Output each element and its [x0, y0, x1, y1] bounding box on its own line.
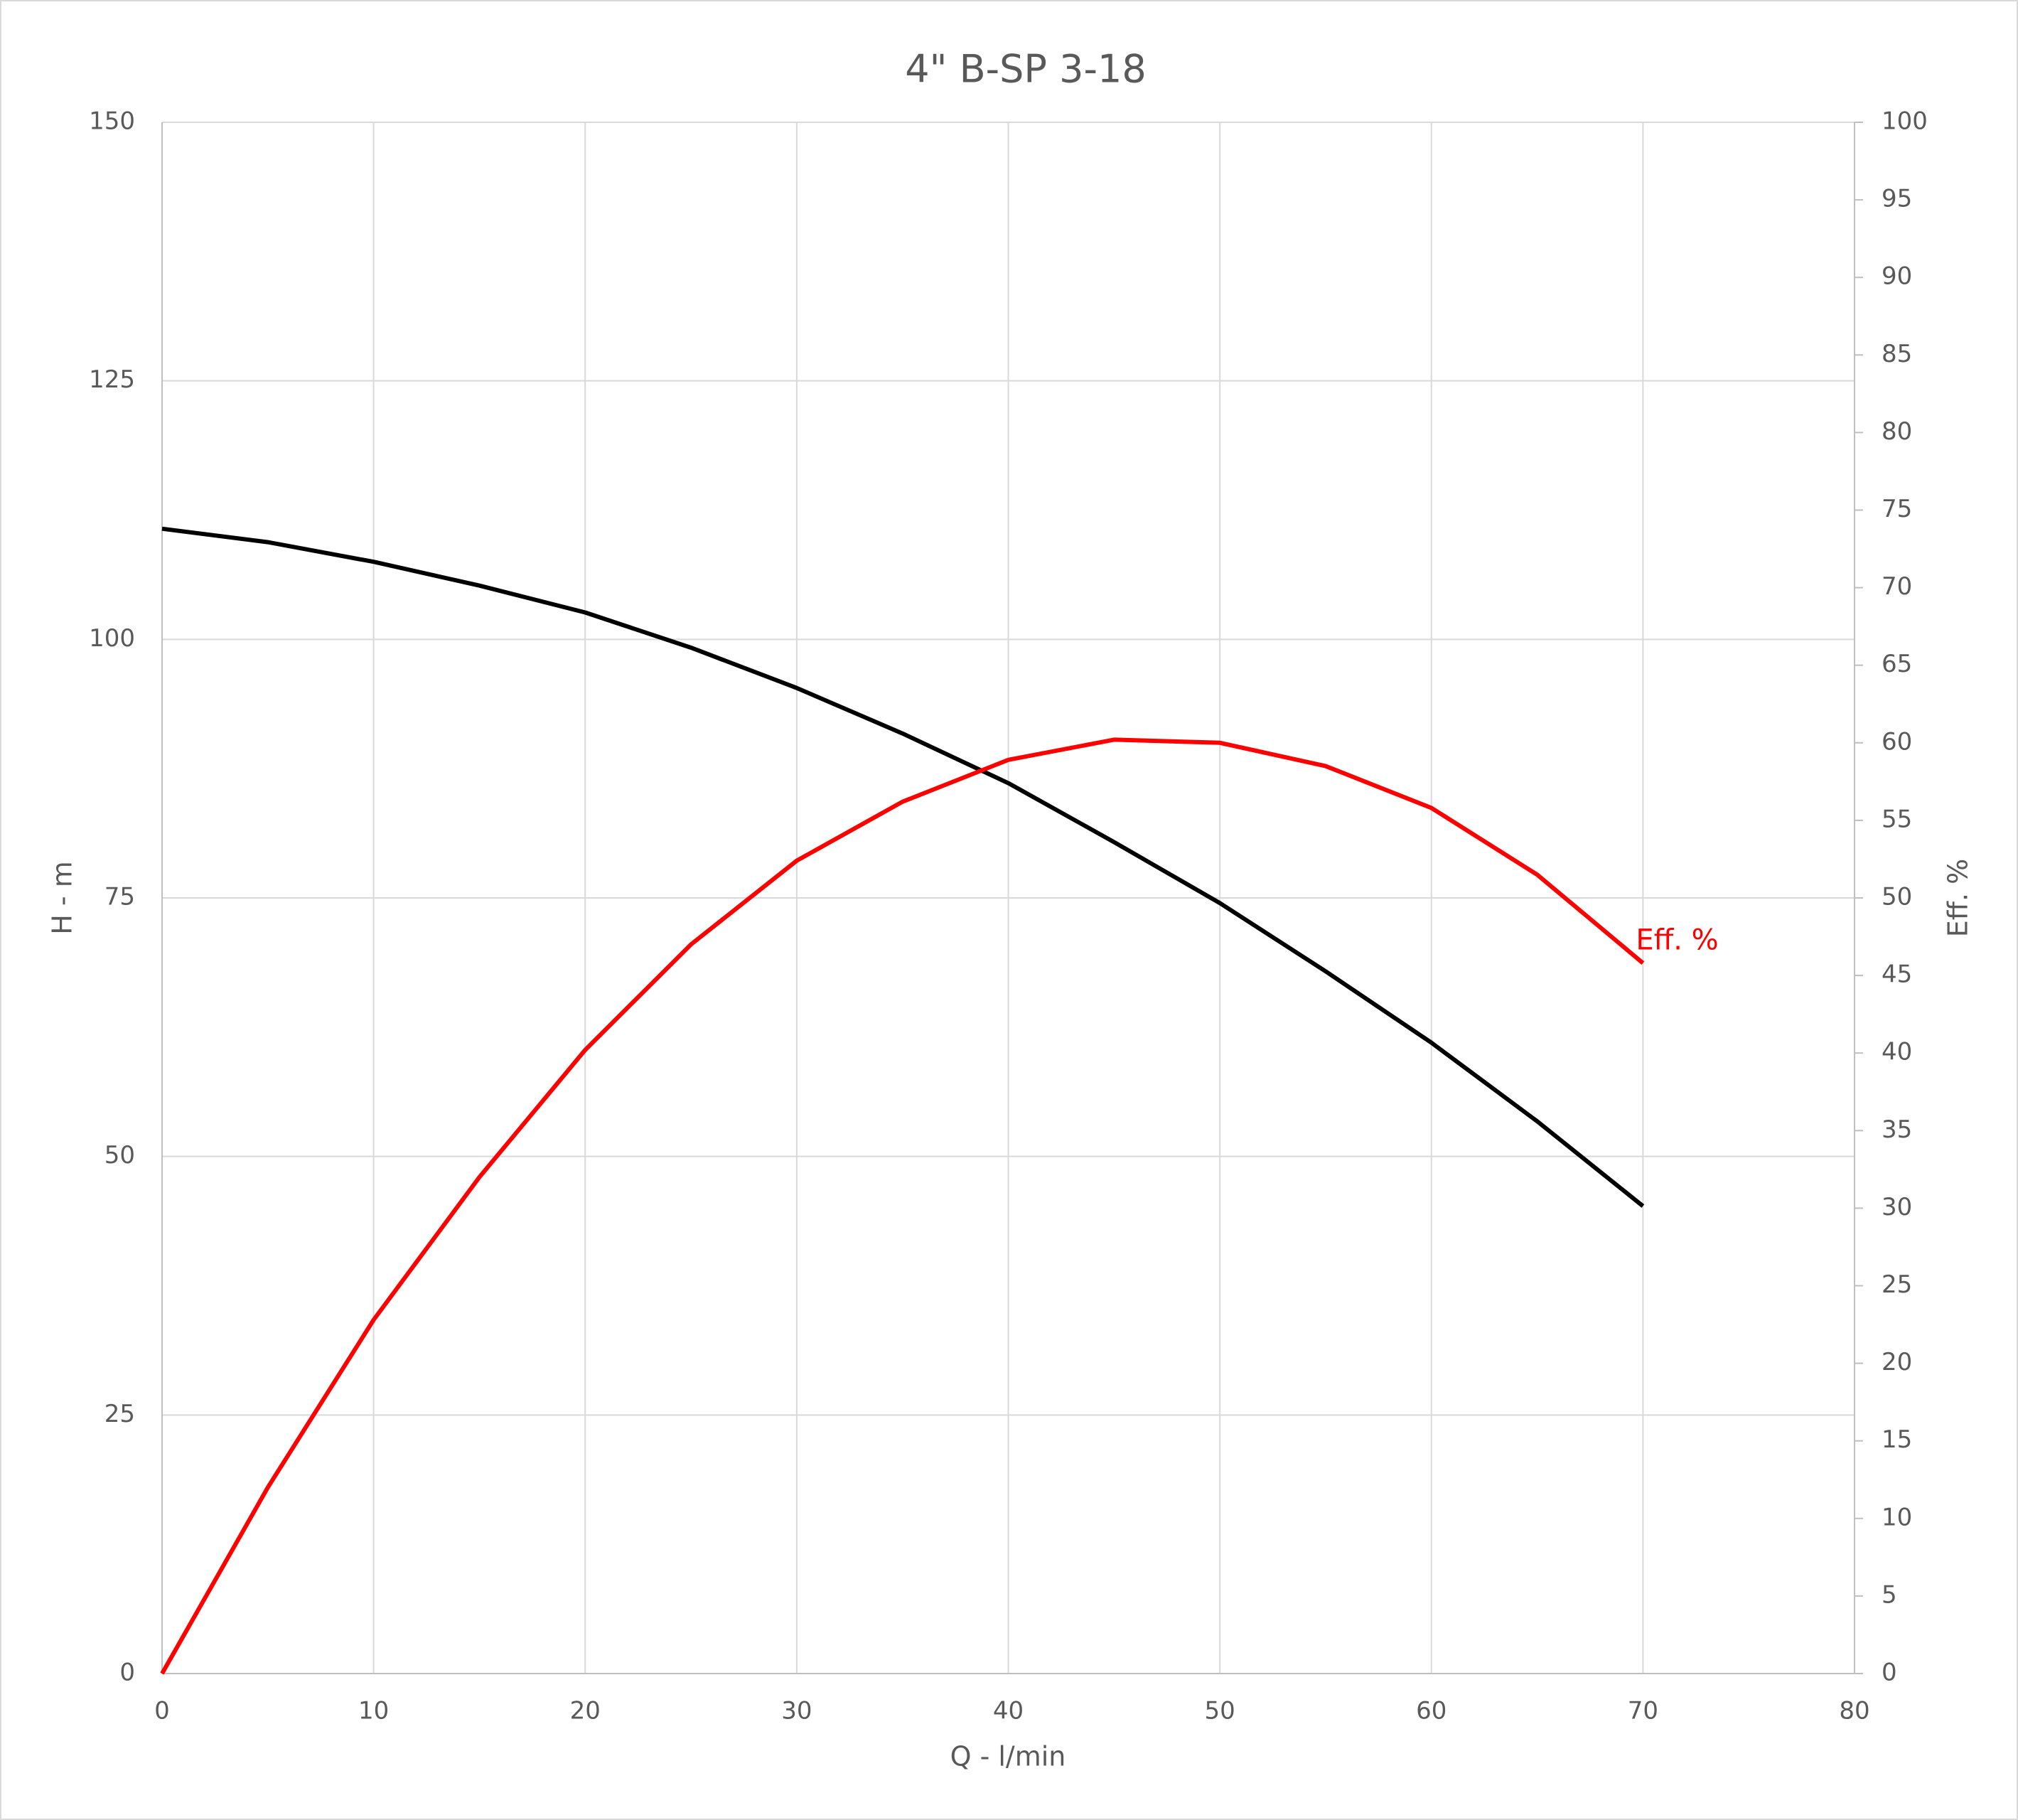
x-axis-label: Q - l/min	[950, 1741, 1066, 1772]
y2-tick-label: 100	[1882, 107, 1928, 136]
y2-tick-label: 75	[1882, 495, 1912, 523]
x-tick-label: 80	[1839, 1697, 1869, 1725]
y2-tick-label: 85	[1882, 340, 1912, 368]
y2-tick-label: 25	[1882, 1270, 1912, 1299]
y2-tick-label: 60	[1882, 727, 1912, 756]
series-line	[160, 737, 1645, 1675]
y2-tick-label: 55	[1882, 805, 1912, 833]
x-tick-label: 30	[781, 1697, 812, 1725]
x-tick-label: 50	[1204, 1697, 1235, 1725]
x-tick-label: 0	[154, 1697, 170, 1725]
y2-tick-label: 10	[1882, 1503, 1912, 1531]
x-tick-label: 60	[1416, 1697, 1447, 1725]
x-tick-label: 20	[570, 1697, 601, 1725]
series-line	[161, 526, 1645, 1208]
y2-tick-label: 45	[1882, 960, 1912, 989]
y-tick-label: 100	[89, 624, 135, 653]
chart-title: 4" B-SP 3-18	[905, 47, 1146, 92]
y-tick-label: 50	[104, 1141, 135, 1169]
y-tick-label: 125	[89, 365, 135, 394]
y-tick-label: 0	[119, 1659, 135, 1687]
y2-tick-label: 40	[1882, 1038, 1912, 1066]
y-tick-label: 150	[89, 107, 135, 136]
y2-tick-label: 20	[1882, 1348, 1912, 1376]
y-tick-label: 75	[104, 883, 135, 911]
y2-tick-label: 70	[1882, 572, 1912, 601]
y2-tick-label: 80	[1882, 417, 1912, 446]
y2-axis-label: Eff. %	[1943, 859, 1974, 937]
y2-tick-label: 15	[1882, 1425, 1912, 1454]
y2-tick-label: 5	[1882, 1580, 1897, 1609]
y2-tick-label: 0	[1882, 1659, 1897, 1687]
y2-tick-label: 90	[1882, 262, 1912, 291]
series-label: Eff. %	[1636, 924, 1718, 957]
y2-tick-label: 65	[1882, 650, 1912, 678]
x-tick-label: 10	[358, 1697, 389, 1725]
y-tick-label: 25	[104, 1400, 135, 1428]
x-tick-label: 70	[1628, 1697, 1658, 1725]
y2-tick-label: 30	[1882, 1193, 1912, 1221]
y2-tick-label: 50	[1882, 883, 1912, 911]
y-axis-label: H - m	[47, 861, 78, 934]
y2-tick-label: 35	[1882, 1115, 1912, 1144]
y2-tick-label: 95	[1882, 185, 1912, 213]
x-tick-label: 40	[993, 1697, 1024, 1725]
